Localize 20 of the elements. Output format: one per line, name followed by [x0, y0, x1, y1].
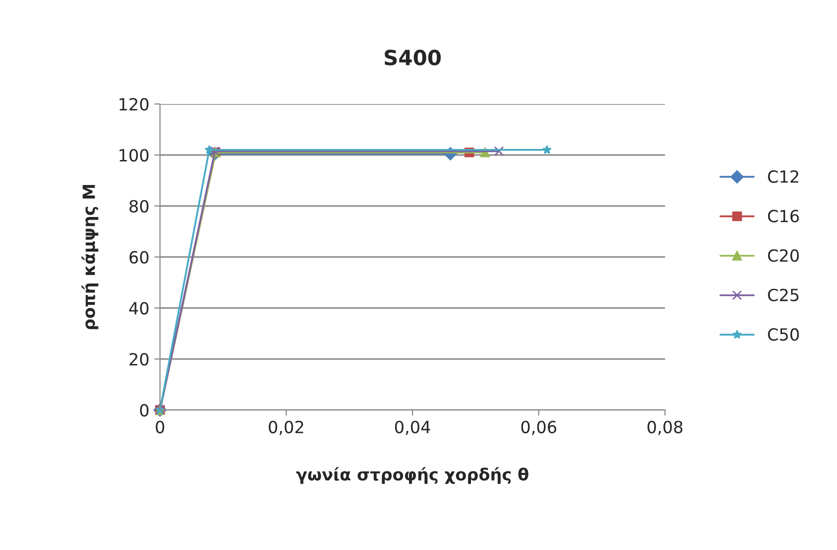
legend-label: C25: [768, 288, 798, 302]
y-tick-label: 100: [120, 148, 148, 162]
legend-label: C16: [768, 210, 799, 222]
y-tick-label: 20: [130, 352, 148, 366]
x-axis-title: γωνία στροφής χορδής θ: [296, 467, 528, 484]
y-axis-title: ροπή κάμψης M: [82, 184, 98, 330]
x-tick-label: 0,02: [268, 420, 304, 436]
x-tick-label: 0,04: [395, 420, 430, 436]
y-tick-label: 60: [130, 250, 148, 264]
x-tick-label: 0,08: [648, 420, 682, 436]
x-tick-label: 0: [156, 420, 164, 434]
legend-label: C50: [768, 328, 799, 341]
chart-title: S400: [384, 50, 441, 66]
y-tick-label: 120: [120, 98, 148, 111]
x-tick-label: 0,06: [521, 420, 556, 436]
y-tick-label: 40: [129, 302, 148, 315]
legend-label: C20: [768, 249, 799, 262]
legend-label: C12: [768, 170, 798, 183]
y-tick-label: 80: [130, 200, 148, 213]
y-tick-label: 0: [140, 404, 148, 417]
